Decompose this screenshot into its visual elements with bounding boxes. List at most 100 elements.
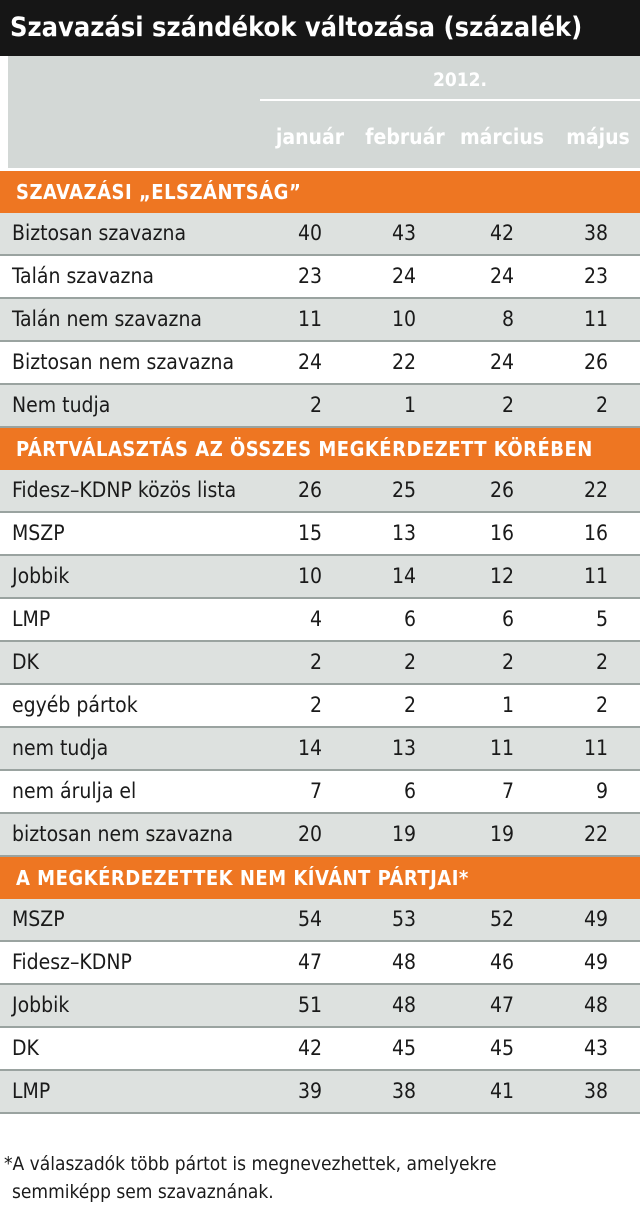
table-row: egyéb pártok 2 2 1 2 — [0, 685, 640, 728]
footnote-line-1: *A válaszadók több pártot is megnevezhet… — [4, 1153, 497, 1175]
table-cell: 2 — [595, 650, 608, 674]
table-cell: 15 — [297, 521, 322, 545]
table-cell: 13 — [391, 736, 416, 760]
table-row: Jobbik 51 48 47 48 — [0, 985, 640, 1028]
table-cell: 2 — [403, 650, 416, 674]
section-header: SZAVAZÁSI „ELSZÁNTSÁG” — [0, 171, 640, 213]
table-cell: 53 — [391, 907, 416, 931]
table-cell: 20 — [297, 822, 322, 846]
table-row: DK 2 2 2 2 — [0, 642, 640, 685]
table-row: MSZP 15 13 16 16 — [0, 513, 640, 556]
table-row: Talán nem szavazna 11 10 8 11 — [0, 299, 640, 342]
table-cell: 47 — [489, 993, 514, 1017]
table-cell: 2 — [501, 393, 514, 417]
table-cell: 22 — [583, 478, 608, 502]
table-cell: 43 — [583, 1036, 608, 1060]
table-cell: 26 — [583, 350, 608, 374]
table-cell: 47 — [297, 950, 322, 974]
table-cell: 16 — [583, 521, 608, 545]
table-cell: 24 — [391, 264, 416, 288]
table-cell: 38 — [583, 221, 608, 245]
table-cell: 2 — [595, 693, 608, 717]
table-cell: 22 — [583, 822, 608, 846]
table-cell: 45 — [391, 1036, 416, 1060]
table-cell: 1 — [403, 393, 416, 417]
table-cell: 26 — [489, 478, 514, 502]
table-cell: 48 — [391, 993, 416, 1017]
table-cell: 49 — [583, 907, 608, 931]
table-row: Nem tudja 2 1 2 2 — [0, 385, 640, 428]
row-label: Jobbik — [12, 564, 70, 588]
table-row: LMP 4 6 6 5 — [0, 599, 640, 642]
table-cell: 10 — [391, 307, 416, 331]
table-cell: 14 — [297, 736, 322, 760]
table-row: Fidesz–KDNP közös lista 26 25 26 22 — [0, 470, 640, 513]
row-label: LMP — [12, 607, 51, 631]
table-cell: 46 — [489, 950, 514, 974]
table-cell: 25 — [391, 478, 416, 502]
row-label: MSZP — [12, 907, 65, 931]
table-cell: 16 — [489, 521, 514, 545]
row-label: Biztosan szavazna — [12, 221, 187, 245]
table-cell: 19 — [391, 822, 416, 846]
table-title: Szavazási szándékok változása (százalék) — [0, 0, 640, 56]
table-cell: 2 — [403, 693, 416, 717]
column-header-january: január — [275, 125, 345, 149]
table-row: DK 42 45 45 43 — [0, 1028, 640, 1071]
section-header: A MEGKÉRDEZETTEK NEM KÍVÁNT PÁRTJAI* — [0, 857, 640, 899]
column-header-may: május — [566, 125, 630, 149]
table-row: Jobbik 10 14 12 11 — [0, 556, 640, 599]
year-header: 2012. — [432, 69, 488, 91]
table-cell: 11 — [583, 307, 608, 331]
table-cell: 7 — [501, 779, 514, 803]
table-cell: 2 — [309, 393, 322, 417]
table-row: Biztosan nem szavazna 24 22 24 26 — [0, 342, 640, 385]
table-cell: 41 — [489, 1079, 514, 1103]
table-cell: 10 — [297, 564, 322, 588]
footnote-line-2: semmiképp sem szavaznának. — [12, 1181, 274, 1203]
table-cell: 43 — [391, 221, 416, 245]
column-header-area — [8, 56, 640, 168]
table-cell: 42 — [297, 1036, 322, 1060]
table-cell: 24 — [489, 264, 514, 288]
table-cell: 19 — [489, 822, 514, 846]
column-header-february: február — [365, 125, 445, 149]
table-cell: 24 — [297, 350, 322, 374]
table-cell: 5 — [595, 607, 608, 631]
footnote: *A válaszadók több pártot is megnevezhet… — [4, 1150, 624, 1206]
table-cell: 9 — [595, 779, 608, 803]
row-label: MSZP — [12, 521, 65, 545]
table-cell: 8 — [501, 307, 514, 331]
table-cell: 6 — [403, 779, 416, 803]
row-label: biztosan nem szavazna — [12, 822, 234, 846]
table-cell: 52 — [489, 907, 514, 931]
table-cell: 2 — [309, 650, 322, 674]
table-cell: 54 — [297, 907, 322, 931]
row-label: nem árulja el — [12, 779, 137, 803]
column-header-march: március — [459, 125, 545, 149]
row-label: nem tudja — [12, 736, 109, 760]
table-row: biztosan nem szavazna 20 19 19 22 — [0, 814, 640, 857]
table-row: Fidesz–KDNP 47 48 46 49 — [0, 942, 640, 985]
table-cell: 6 — [403, 607, 416, 631]
table-cell: 40 — [297, 221, 322, 245]
table-cell: 11 — [583, 564, 608, 588]
row-label: Biztosan nem szavazna — [12, 350, 235, 374]
table-row: Talán szavazna 23 24 24 23 — [0, 256, 640, 299]
table-cell: 7 — [309, 779, 322, 803]
year-underline — [260, 99, 640, 101]
table-cell: 23 — [297, 264, 322, 288]
row-label: Nem tudja — [12, 393, 111, 417]
table-cell: 23 — [583, 264, 608, 288]
row-label: Talán nem szavazna — [12, 307, 203, 331]
section-header: PÁRTVÁLASZTÁS AZ ÖSSZES MEGKÉRDEZETT KÖR… — [0, 428, 640, 470]
table-row: LMP 39 38 41 38 — [0, 1071, 640, 1114]
row-label: egyéb pártok — [12, 693, 138, 717]
row-label: Talán szavazna — [12, 264, 154, 288]
table-cell: 4 — [309, 607, 322, 631]
table-cell: 6 — [501, 607, 514, 631]
table-cell: 38 — [583, 1079, 608, 1103]
table-cell: 2 — [309, 693, 322, 717]
table-cell: 12 — [489, 564, 514, 588]
row-label: Fidesz–KDNP közös lista — [12, 478, 237, 502]
